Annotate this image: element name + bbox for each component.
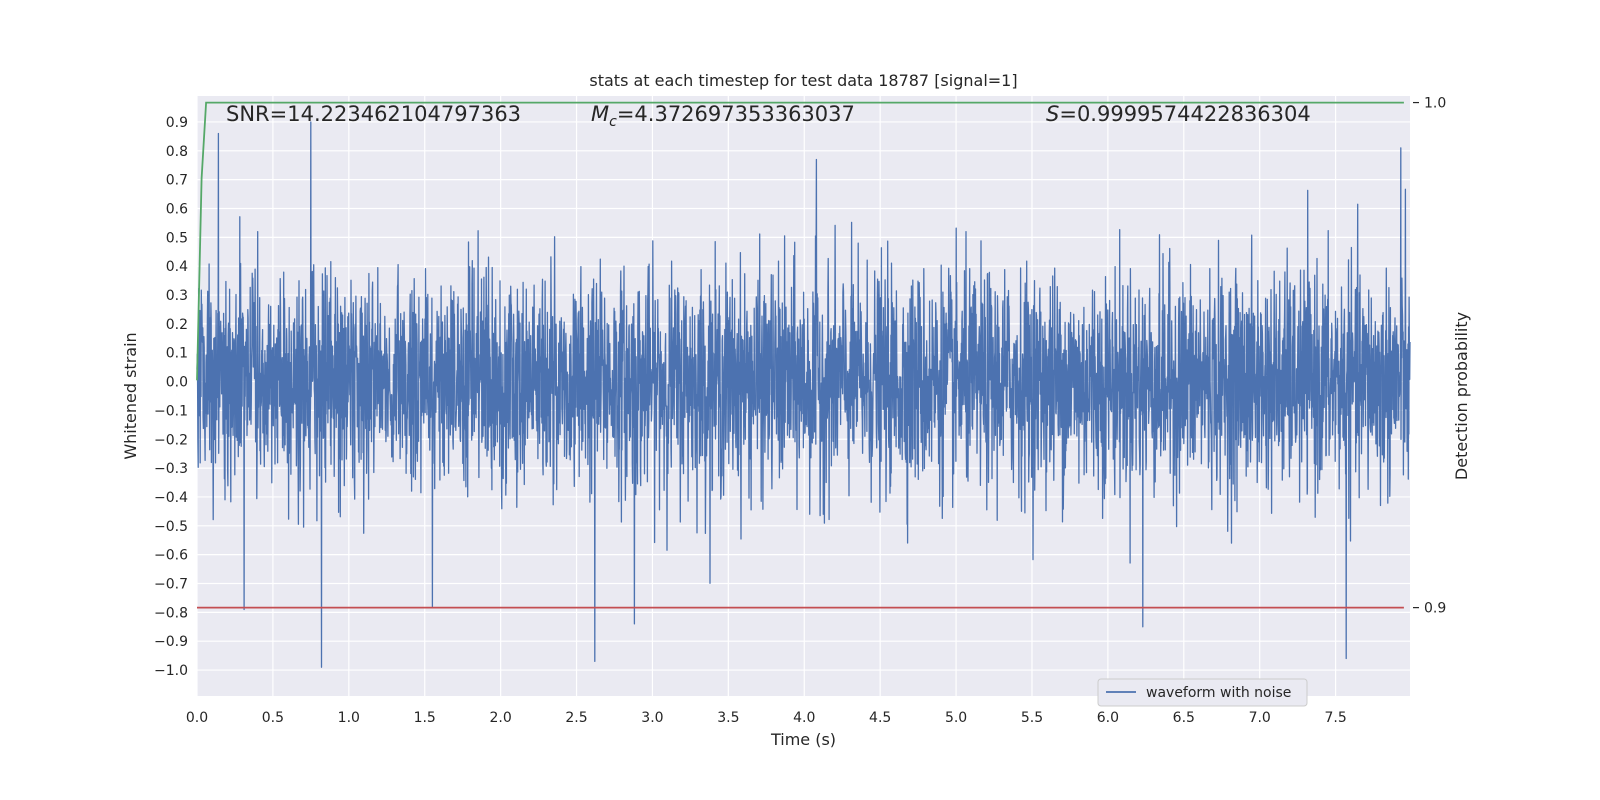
y-axis-label: Whitened strain [121, 332, 140, 459]
score-value: =0.9999574422836304 [1059, 102, 1310, 126]
y-tick-label: 0.5 [166, 230, 188, 246]
y-tick-label: −0.9 [154, 634, 188, 650]
y2-axis-label: Detection probability [1452, 312, 1471, 480]
y-tick-label: 0.2 [166, 317, 188, 333]
y-tick-label: −0.7 [154, 577, 188, 593]
x-tick-label: 1.5 [414, 710, 436, 726]
y-tick-label: −0.5 [154, 519, 188, 535]
y-tick-label: −0.8 [154, 605, 188, 621]
x-tick-label: 2.5 [565, 710, 587, 726]
x-tick-label: 2.0 [489, 710, 511, 726]
y2-tick-label: 0.9 [1424, 601, 1446, 617]
legend: waveform with noise [1097, 678, 1308, 707]
y-tick-label: 0.7 [166, 173, 188, 189]
y2-axis-ticks: 1.0 0.9 [1413, 96, 1446, 617]
x-tick-label: 5.0 [945, 710, 967, 726]
y-tick-label: 0.9 [166, 115, 188, 131]
y-tick-label: 0.6 [166, 202, 188, 218]
x-tick-label: 4.0 [793, 710, 815, 726]
y-tick-label: 0.4 [166, 259, 188, 275]
y-tick-label: −0.1 [154, 403, 188, 419]
legend-box [1097, 678, 1308, 707]
y-tick-label: 0.8 [166, 144, 188, 160]
x-tick-label: 0.0 [186, 710, 208, 726]
y-axis-ticks: 0.9 0.8 0.7 0.6 0.5 0.4 0.3 0.2 0.1 0.0 −0.1 −0.2 −0… [154, 115, 188, 679]
snr-annotation: SNR=14.223462104797363 [226, 102, 521, 126]
legend-entry-waveform: waveform with noise [1146, 685, 1291, 701]
score-annotation: S=0.9999574422836304 [1046, 102, 1311, 126]
x-tick-label: 3.0 [641, 710, 663, 726]
x-tick-label: 6.5 [1173, 710, 1195, 726]
chirp-mass-subscript: c [609, 114, 617, 130]
y-tick-label: 0.0 [166, 375, 188, 391]
y-tick-label: 0.3 [166, 288, 188, 304]
chirp-mass-symbol: M [591, 102, 609, 126]
series-layer [196, 101, 1411, 668]
score-symbol: S [1046, 102, 1059, 126]
x-tick-label: 3.5 [717, 710, 739, 726]
series-waveform-with-noise [196, 121, 1411, 668]
y-tick-label: −0.6 [154, 548, 188, 564]
y2-tick-label: 1.0 [1424, 96, 1446, 112]
series-detection-probability [196, 101, 1404, 381]
x-tick-label: 5.5 [1021, 710, 1043, 726]
x-tick-label: 6.0 [1097, 710, 1119, 726]
y-tick-label: −0.4 [154, 490, 188, 506]
y-tick-label: −1.0 [154, 663, 188, 679]
chirp-mass-annotation: Mc=4.372697353363037 [591, 102, 855, 130]
x-tick-label: 4.5 [869, 710, 891, 726]
y-tick-label: −0.2 [154, 432, 188, 448]
x-axis-ticks: 0.0 0.5 1.0 1.5 2.0 2.5 3.0 3.5 4.0 4.5 5.0 5.5 6.0 6… [186, 710, 1347, 726]
x-axis-label: Time (s) [770, 730, 836, 749]
x-tick-label: 7.0 [1249, 710, 1271, 726]
x-tick-label: 7.5 [1324, 710, 1346, 726]
chart-title: stats at each timestep for test data 187… [589, 71, 1017, 90]
y-tick-label: 0.1 [166, 346, 188, 362]
chirp-mass-value: =4.372697353363037 [617, 102, 855, 126]
y-tick-label: −0.3 [154, 461, 188, 477]
x-tick-label: 0.5 [262, 710, 284, 726]
x-tick-label: 1.0 [338, 710, 360, 726]
